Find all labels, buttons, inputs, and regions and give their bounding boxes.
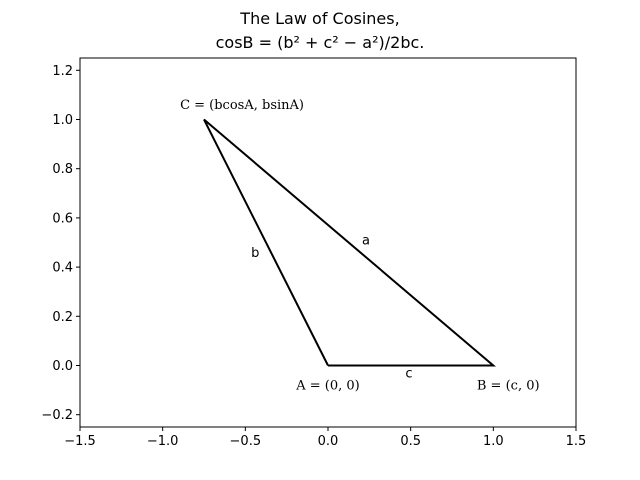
annotation-vertex-c: C = (bcosA, bsinA): [180, 98, 304, 113]
x-tick-label-6: 1.5: [566, 434, 587, 449]
x-tick-label-0: −1.5: [64, 434, 96, 449]
chart-title-line2: cosB = (b² + c² − a²)/2bc.: [216, 33, 425, 52]
axes-frame: [79, 57, 577, 428]
annotation-vertex-b: B = (c, 0): [477, 379, 540, 394]
annotation-side-b: b: [251, 246, 259, 261]
plot-area: −1.5 −1.0 −0.5 0.0 0.5 1.0 1.5 −0.2 0.0 0.2 0.4 0.6…: [41, 57, 587, 449]
x-tick-label-5: 1.0: [483, 434, 504, 449]
x-tick-label-1: −1.0: [147, 434, 179, 449]
x-tick-label-3: 0.0: [318, 434, 339, 449]
x-tick-label-2: −0.5: [230, 434, 262, 449]
y-tick-label-5: 0.8: [52, 162, 73, 177]
y-tick-label-0: −0.2: [41, 408, 73, 423]
y-tick-label-6: 1.0: [52, 113, 73, 128]
y-tick-label-4: 0.6: [52, 211, 73, 226]
chart-title-line1: The Law of Cosines,: [239, 9, 399, 28]
y-tick-label-1: 0.0: [52, 359, 73, 374]
y-tick-label-2: 0.2: [52, 310, 73, 325]
y-tick-label-7: 1.2: [52, 64, 73, 79]
annotation-side-c: c: [405, 366, 412, 381]
annotation-side-a: a: [362, 234, 370, 249]
x-tick-label-4: 0.5: [400, 434, 421, 449]
triangle-series-0: [203, 118, 497, 367]
y-tick-label-3: 0.4: [52, 261, 73, 276]
annotation-vertex-a: A = (0, 0): [295, 379, 360, 394]
